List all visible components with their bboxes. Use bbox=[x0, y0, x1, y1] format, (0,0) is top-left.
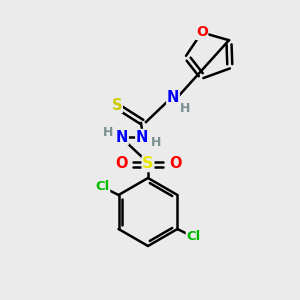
Text: N: N bbox=[136, 130, 148, 145]
Text: O: O bbox=[115, 157, 127, 172]
Text: S: S bbox=[142, 157, 154, 172]
Text: Cl: Cl bbox=[186, 230, 201, 244]
Text: O: O bbox=[169, 157, 181, 172]
Text: H: H bbox=[151, 136, 161, 148]
Text: H: H bbox=[180, 101, 190, 115]
Text: N: N bbox=[116, 130, 128, 145]
Text: Cl: Cl bbox=[95, 181, 110, 194]
Text: O: O bbox=[196, 26, 208, 39]
Text: N: N bbox=[167, 91, 179, 106]
Text: H: H bbox=[103, 125, 113, 139]
Text: S: S bbox=[112, 98, 122, 112]
